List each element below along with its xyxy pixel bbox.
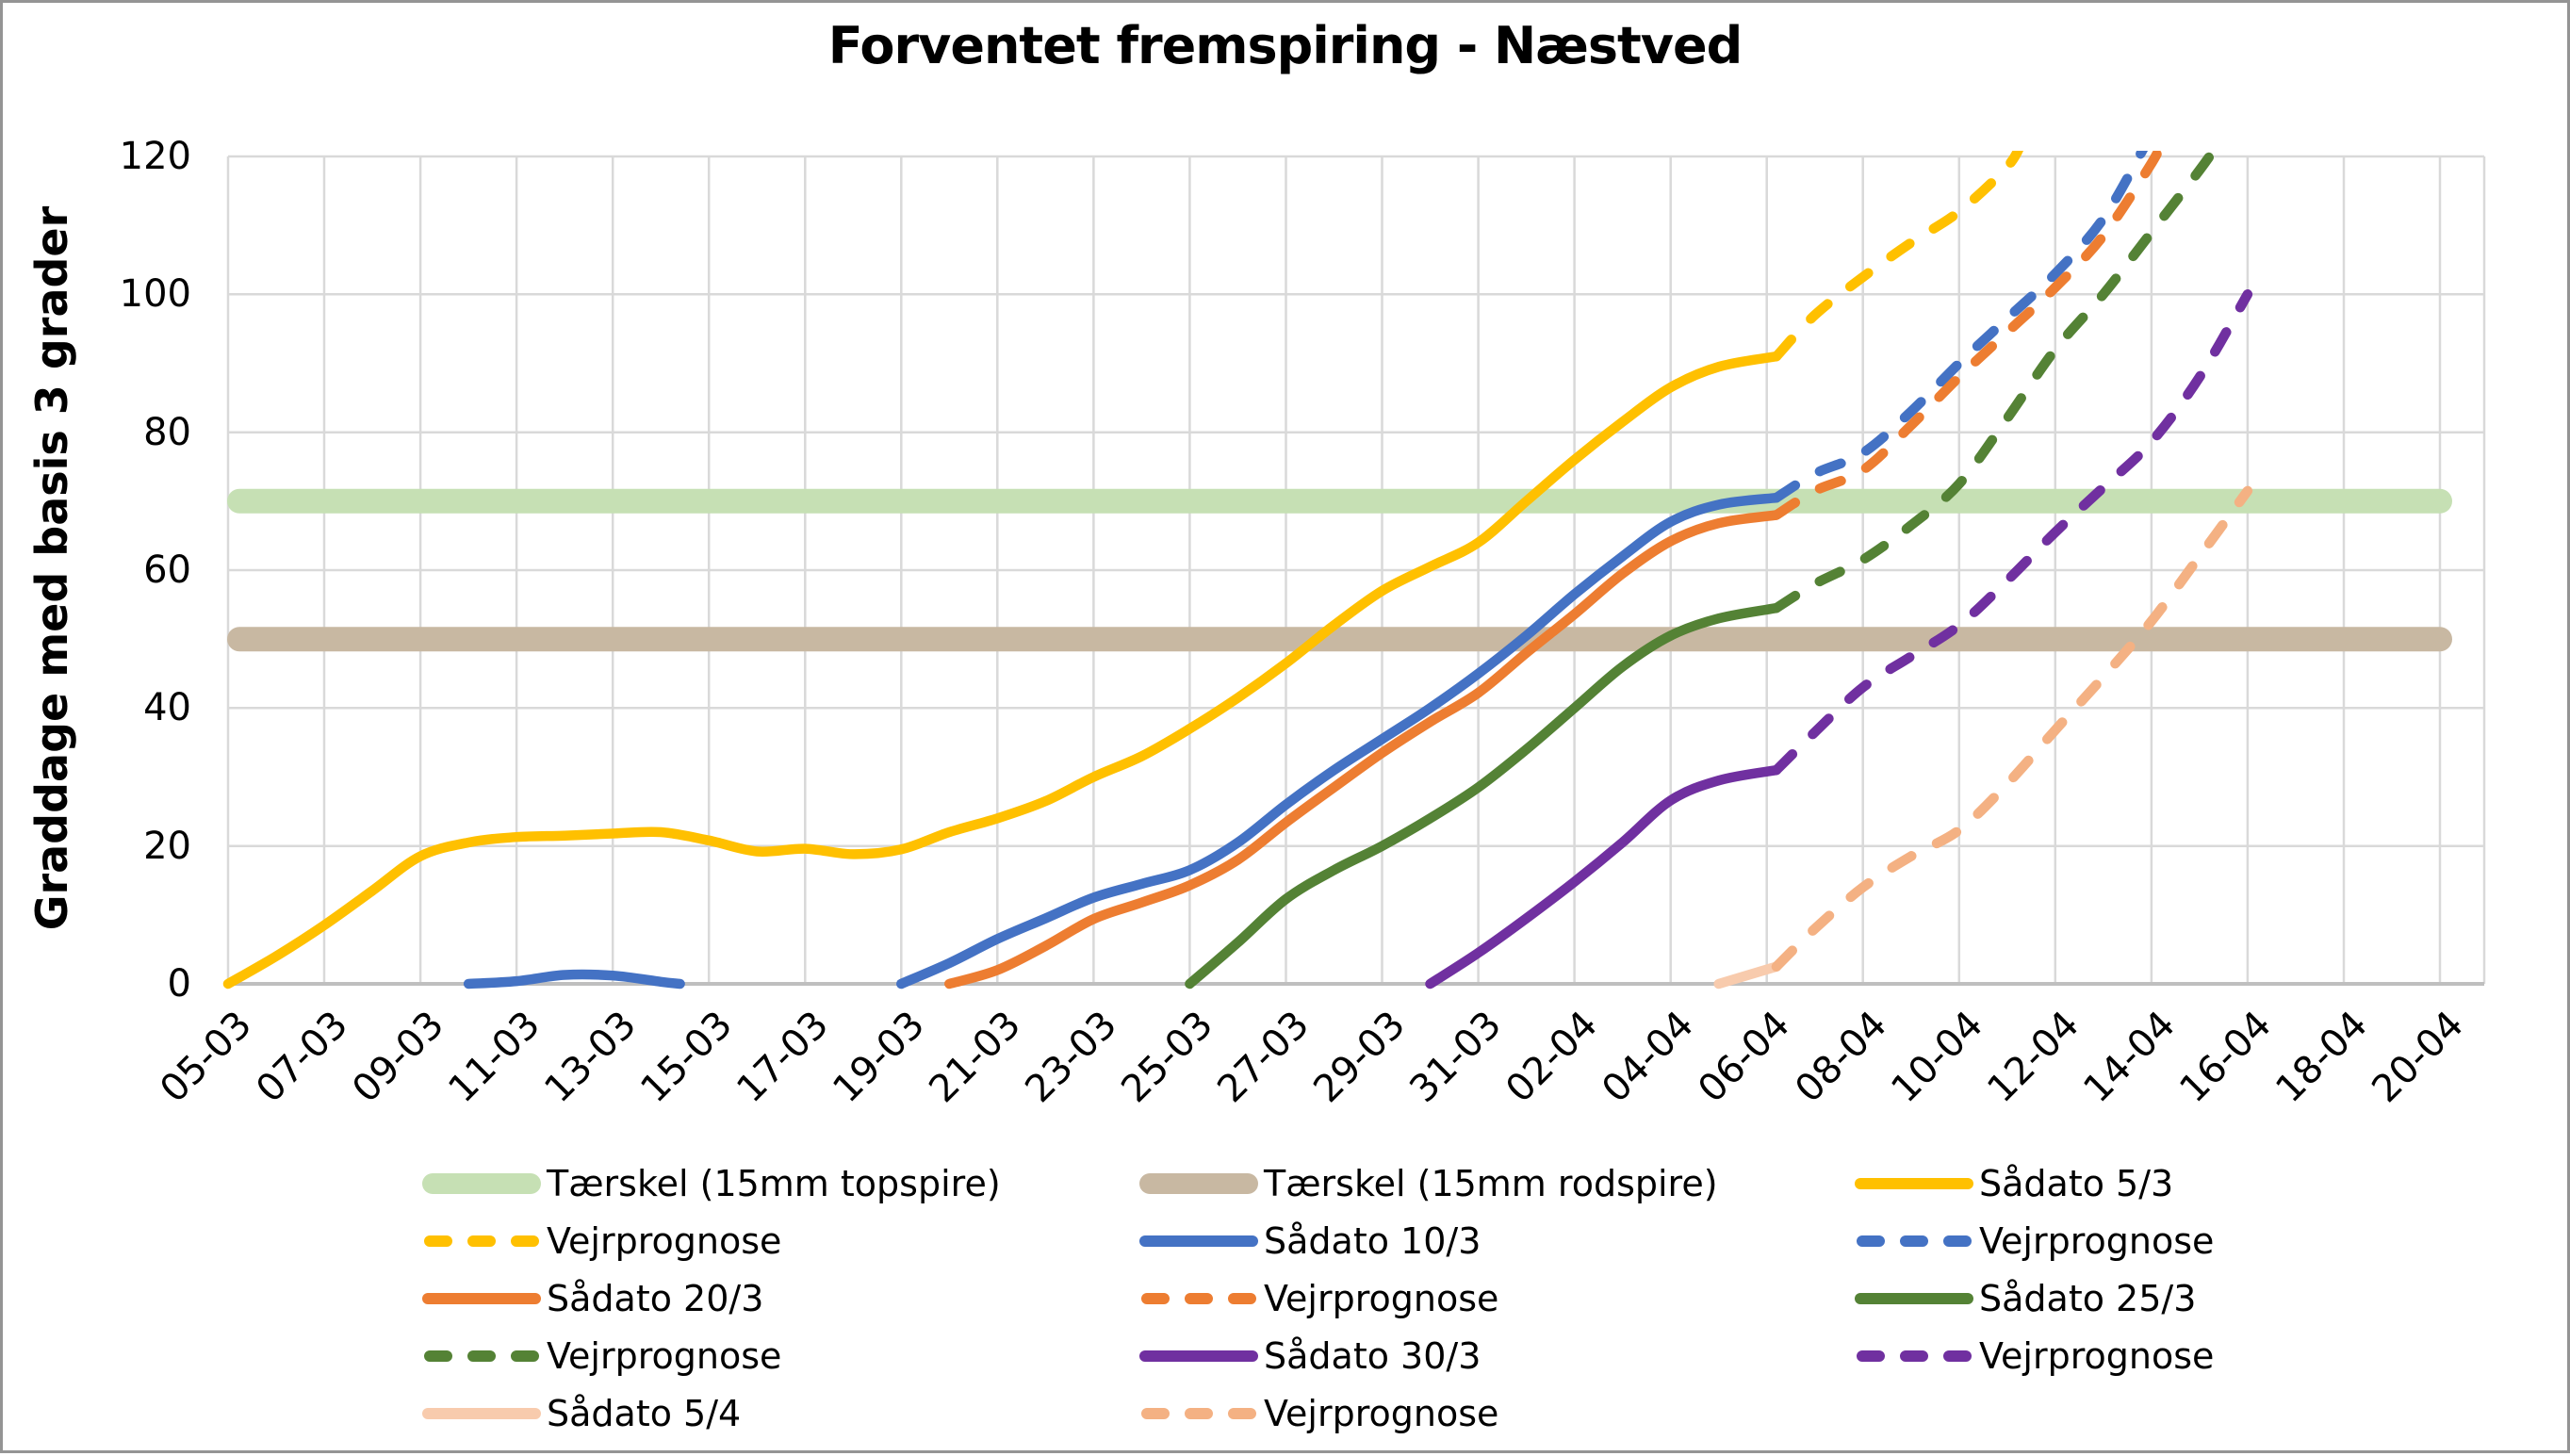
legend-label: Vejrprognose — [1979, 1219, 2215, 1262]
series-line-vejrprognose-5-4- — [1771, 485, 2253, 972]
legend-swatch-dashed-icon — [1138, 1398, 1260, 1430]
y-tick-label: 60 — [143, 548, 191, 592]
y-tick-label: 120 — [119, 135, 191, 178]
chart-title: Forventet fremspiring - Næstved — [827, 16, 1743, 75]
series-line-vejrprognose-20-3- — [1771, 151, 2164, 520]
legend-label: Sådato 10/3 — [1264, 1219, 1481, 1262]
legend-item: Tærskel (15mm rodspire) — [1138, 1163, 1853, 1204]
legend-swatch-dashed-icon — [420, 1225, 543, 1257]
plot-area — [222, 151, 2486, 990]
legend: Tærskel (15mm topspire) Tærskel (15mm rod… — [420, 1154, 2456, 1442]
series-line-s-dato-10-3 — [896, 492, 1782, 990]
series-line-vejrprognose-10-3- — [1771, 151, 2149, 503]
legend-swatch-band-icon — [420, 1168, 543, 1200]
legend-label: Vejrprognose — [1264, 1277, 1499, 1319]
y-tick-label: 80 — [143, 410, 191, 454]
legend-item: Sådato 25/3 — [1853, 1278, 2456, 1319]
y-tick-label: 40 — [143, 686, 191, 730]
legend-item: Sådato 5/4 — [420, 1393, 1138, 1434]
legend-item: Vejrprognose — [1853, 1335, 2456, 1377]
legend-label: Sådato 5/3 — [1979, 1162, 2174, 1204]
legend-item: Vejrprognose — [1138, 1278, 1853, 1319]
legend-item: Vejrprognose — [1138, 1393, 1853, 1434]
legend-swatch-solid-icon — [1138, 1225, 1260, 1257]
legend-label: Sådato 5/4 — [547, 1392, 742, 1434]
series-line-s-dato-5-4 — [1713, 961, 1782, 990]
legend-item: Sådato 10/3 — [1138, 1220, 1853, 1262]
legend-item: Sådato 30/3 — [1138, 1335, 1853, 1377]
legend-swatch-dashed-icon — [420, 1340, 543, 1372]
legend-item: Vejrprognose — [1853, 1220, 2456, 1262]
legend-label: Sådato 30/3 — [1264, 1334, 1481, 1377]
series-line-vejrprognose-25-3- — [1771, 151, 2219, 613]
y-tick-label: 0 — [167, 962, 191, 1006]
y-tick-label: 100 — [119, 272, 191, 317]
series-line-vejrprognose-30-3- — [1771, 289, 2253, 776]
legend-swatch-solid-icon — [420, 1398, 543, 1430]
legend-item: Vejrprognose — [420, 1335, 1138, 1377]
legend-item: Sådato 20/3 — [420, 1278, 1138, 1319]
legend-swatch-dashed-icon — [1853, 1225, 1975, 1257]
legend-swatch-solid-icon — [1853, 1283, 1975, 1315]
legend-item: Sådato 5/3 — [1853, 1163, 2456, 1204]
y-tick-label: 20 — [143, 824, 191, 868]
series-line-s-dato-30-3 — [1425, 764, 1782, 990]
legend-label: Sådato 25/3 — [1979, 1277, 2197, 1319]
legend-label: Tærskel (15mm topspire) — [547, 1162, 1001, 1204]
series-line-s-dato-20-3 — [944, 510, 1782, 990]
legend-label: Vejrprognose — [1264, 1392, 1499, 1434]
series-lines — [222, 151, 2253, 990]
legend-label: Vejrprognose — [547, 1219, 782, 1262]
legend-swatch-band-icon — [1138, 1168, 1260, 1200]
legend-label: Vejrprognose — [1979, 1334, 2215, 1377]
legend-swatch-dashed-icon — [1138, 1283, 1260, 1315]
legend-swatch-solid-icon — [1853, 1168, 1975, 1200]
legend-item: Tærskel (15mm topspire) — [420, 1163, 1138, 1204]
series-line-s-dato-25-3 — [1185, 602, 1782, 990]
series-line-vejrprognose-5-3- — [1771, 151, 2024, 362]
legend-item: Vejrprognose — [420, 1220, 1138, 1262]
legend-swatch-dashed-icon — [1853, 1340, 1975, 1372]
legend-label: Sådato 20/3 — [547, 1277, 764, 1319]
series-line-s-dato-5-3 — [222, 351, 1782, 990]
legend-swatch-solid-icon — [420, 1283, 543, 1315]
legend-swatch-solid-icon — [1138, 1340, 1260, 1372]
legend-label: Tærskel (15mm rodspire) — [1264, 1162, 1718, 1204]
legend-label: Vejrprognose — [547, 1334, 782, 1377]
series-line-s-dato-10-3 — [463, 969, 685, 990]
